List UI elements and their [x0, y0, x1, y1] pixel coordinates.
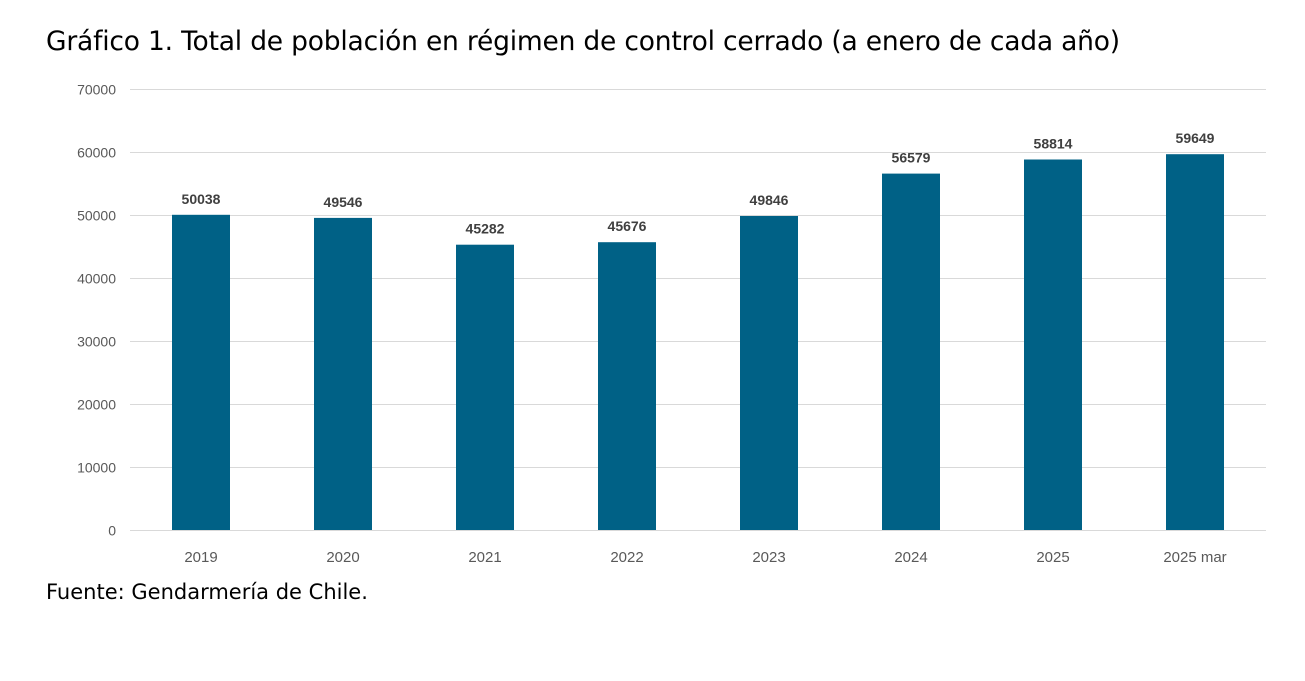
y-tick-label: 60000 [77, 145, 116, 161]
bar-2025-mar [1166, 154, 1224, 530]
chart-title: Gráfico 1. Total de población en régimen… [46, 26, 1120, 57]
x-category-label: 2021 [468, 549, 501, 566]
bar-2022 [598, 242, 656, 530]
x-category-label: 2019 [184, 549, 217, 566]
bars [172, 154, 1224, 531]
x-axis-category-labels: 2019 2020 2021 2022 2023 2024 2025 2025 mar [184, 549, 1226, 566]
bar-2025 [1024, 159, 1082, 530]
data-label: 56579 [892, 150, 931, 166]
x-category-label: 2020 [326, 549, 359, 566]
y-tick-label: 50000 [77, 208, 116, 224]
bar-2024 [882, 173, 940, 530]
data-label: 58814 [1034, 136, 1073, 152]
gridlines [130, 89, 1266, 531]
bar-2020 [314, 217, 372, 530]
bar-2023 [740, 216, 798, 530]
y-tick-label: 40000 [77, 271, 116, 287]
data-label: 50038 [182, 191, 221, 207]
y-tick-label: 30000 [77, 334, 116, 350]
x-category-label: 2025 mar [1163, 549, 1226, 566]
data-label: 45282 [466, 221, 505, 237]
data-label: 49846 [750, 192, 789, 208]
data-label: 59649 [1176, 130, 1215, 146]
x-category-label: 2025 [1036, 549, 1069, 566]
y-tick-label: 70000 [77, 82, 116, 98]
x-category-label: 2022 [610, 549, 643, 566]
bar-2021 [456, 244, 514, 530]
y-axis-tick-labels: 0 10000 20000 30000 40000 50000 60000 70000 [77, 82, 116, 539]
y-tick-label: 20000 [77, 397, 116, 413]
y-tick-label: 0 [108, 523, 116, 539]
x-category-label: 2024 [894, 549, 927, 566]
data-label: 45676 [608, 218, 647, 234]
y-tick-label: 10000 [77, 460, 116, 476]
data-labels: 50038 49546 45282 45676 49846 56579 58814 59649 [182, 130, 1215, 237]
bar-2019 [172, 214, 230, 531]
x-category-label: 2023 [752, 549, 785, 566]
data-label: 49546 [324, 194, 363, 210]
source-note: Fuente: Gendarmería de Chile. [46, 580, 368, 604]
